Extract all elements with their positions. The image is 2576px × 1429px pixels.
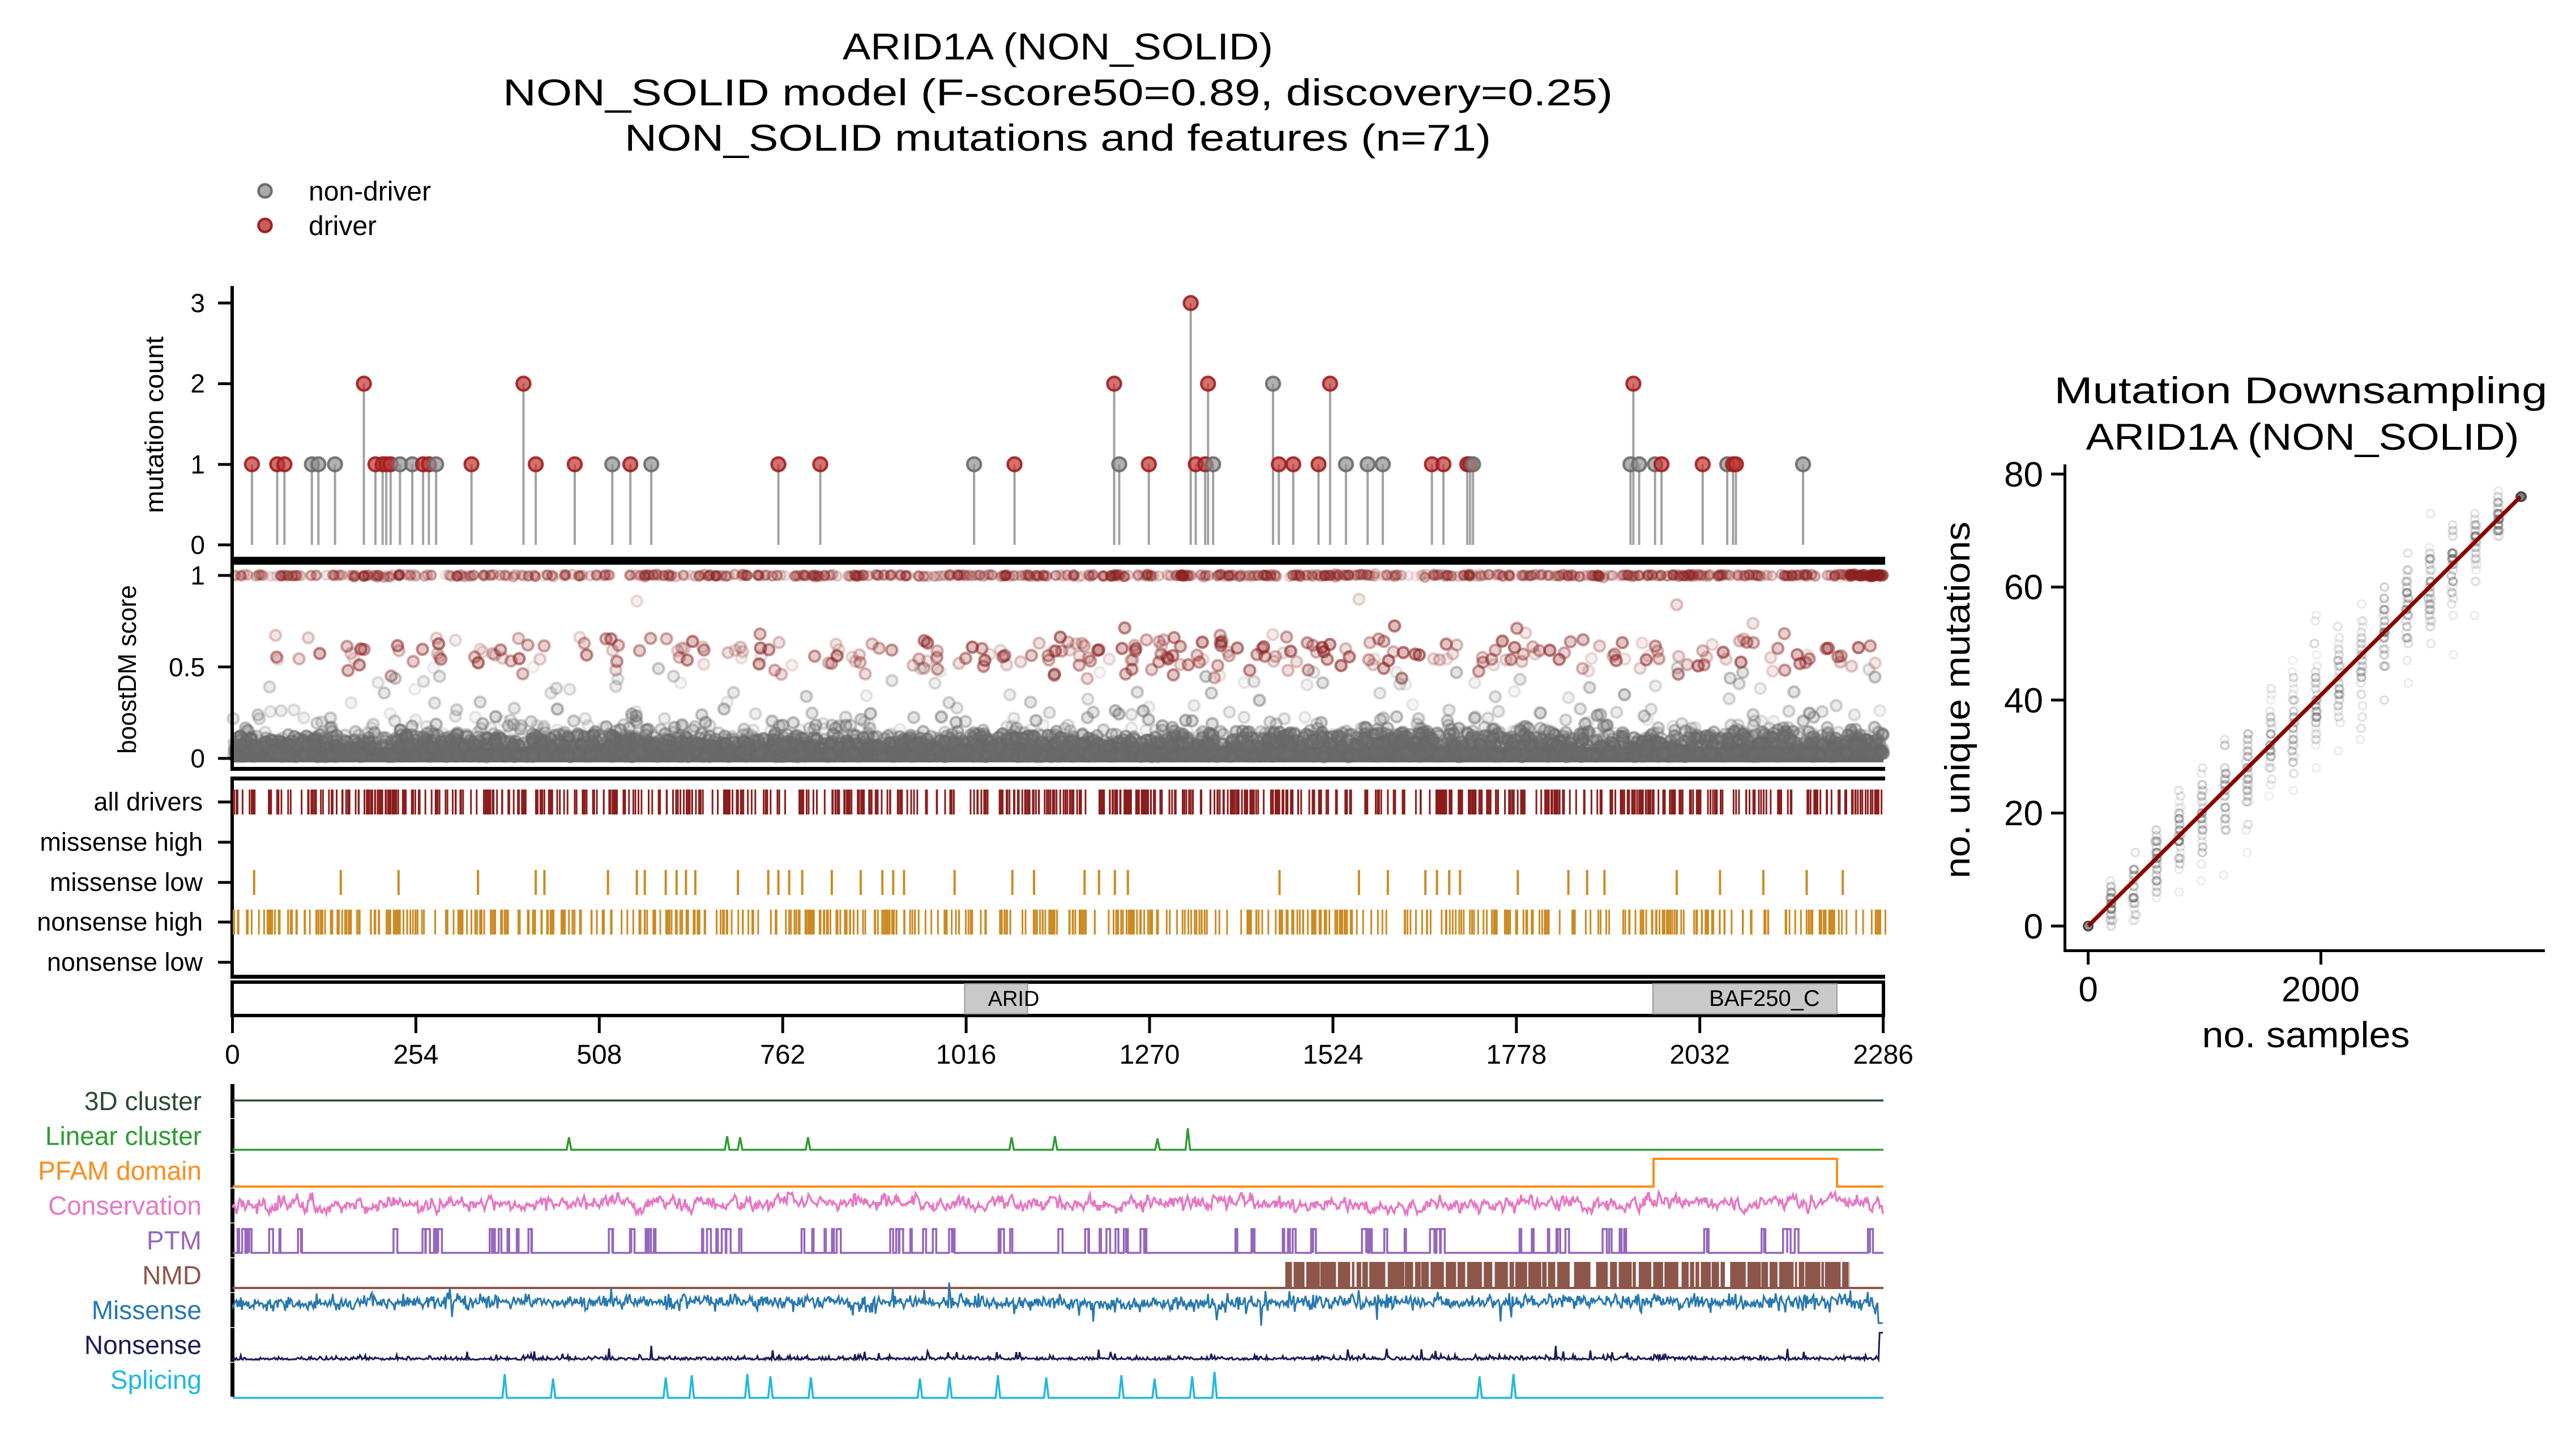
svg-text:non-driver: non-driver: [309, 177, 431, 207]
svg-text:1: 1: [190, 450, 205, 479]
svg-text:driver: driver: [309, 211, 377, 241]
svg-text:NON_SOLID model (F-score50=0.8: NON_SOLID model (F-score50=0.89, discove…: [503, 71, 1613, 113]
svg-text:2: 2: [190, 369, 205, 398]
svg-text:ARID1A (NON_SOLID): ARID1A (NON_SOLID): [843, 25, 1273, 67]
svg-text:3: 3: [190, 288, 205, 318]
svg-text:mutation count: mutation count: [140, 336, 169, 513]
svg-text:0: 0: [190, 530, 205, 560]
svg-text:NON_SOLID mutations and featur: NON_SOLID mutations and features (n=71): [625, 117, 1491, 159]
